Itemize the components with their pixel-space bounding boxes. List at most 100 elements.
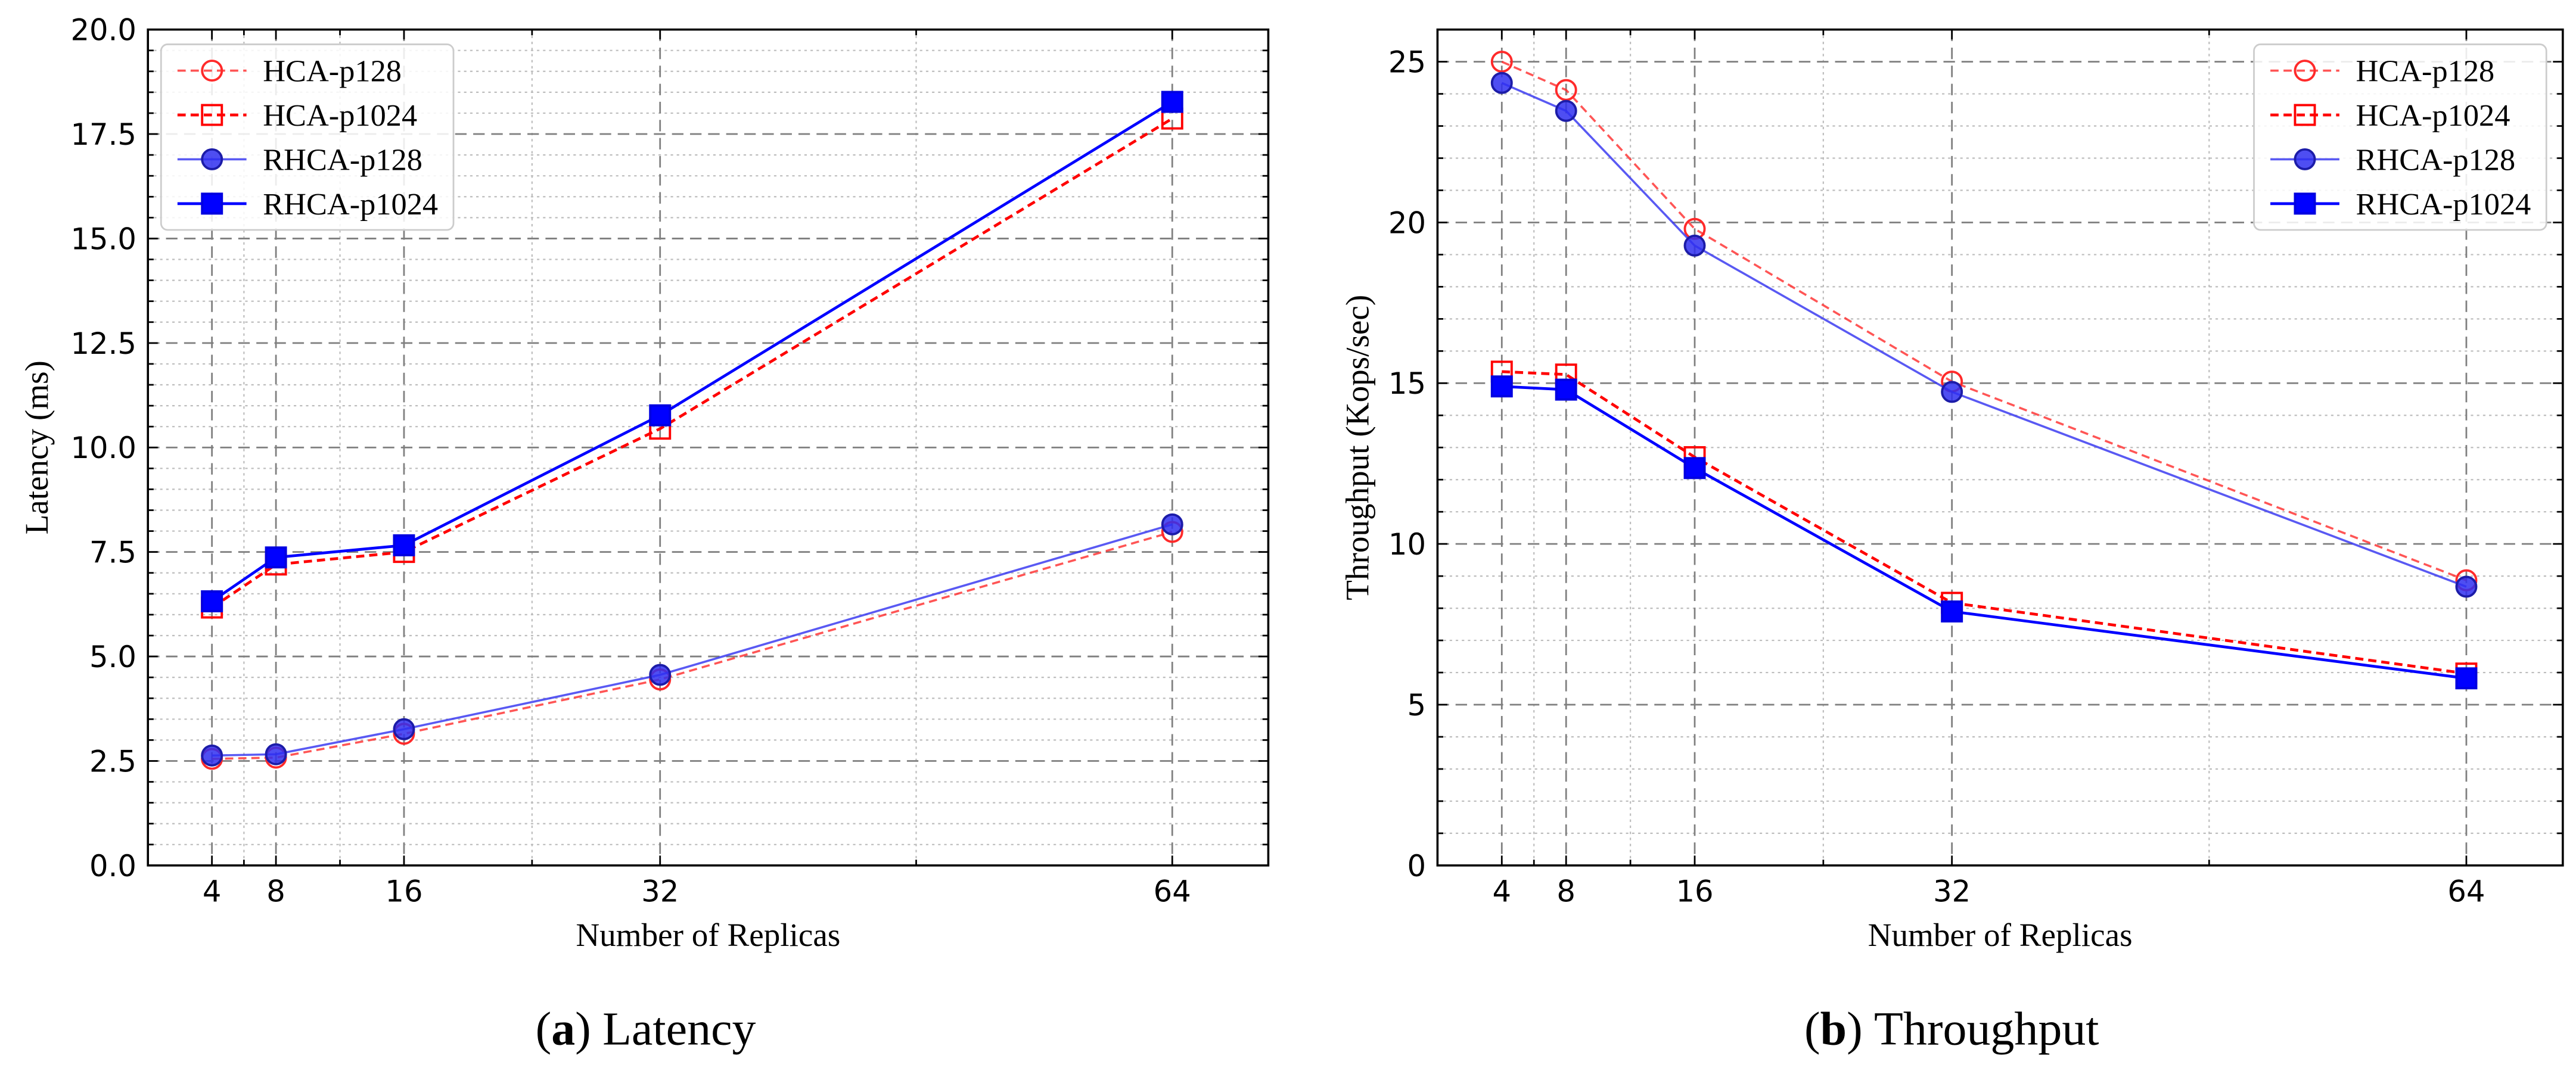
- x-tick-label: 32: [641, 874, 679, 909]
- data-point: [1490, 71, 1513, 94]
- data-point: [265, 743, 287, 765]
- data-point: [265, 546, 287, 569]
- x-tick-label: 16: [385, 874, 422, 909]
- data-point: [1490, 375, 1513, 398]
- x-axis-label: Number of Replicas: [1868, 917, 2133, 953]
- y-tick-label: 5.0: [89, 640, 136, 674]
- series-line: [211, 117, 1173, 609]
- major-gridlines: [1437, 29, 2563, 866]
- legend-marker-icon: [201, 60, 223, 82]
- y-tick-label: 5: [1407, 688, 1426, 723]
- y-tick-label: 7.5: [89, 536, 136, 570]
- y-tick-label: 12.5: [70, 326, 136, 361]
- legend-entry: RHCA-p1024: [177, 187, 438, 222]
- legend-label: RHCA-p1024: [263, 187, 438, 222]
- data-point: [1161, 513, 1183, 536]
- legend-label: RHCA-p1024: [2356, 187, 2531, 222]
- y-tick-label: 17.5: [70, 117, 136, 152]
- x-axis-label: Number of Replicas: [576, 917, 840, 953]
- x-tick-label: 32: [1933, 874, 1971, 909]
- y-axis-label: Latency (ms): [18, 360, 55, 534]
- y-tick-label: 25: [1388, 45, 1426, 80]
- data-point: [393, 534, 415, 556]
- data-point: [393, 718, 415, 740]
- caption-open-paren: (: [1804, 1003, 1820, 1055]
- legend-label: HCA-p128: [263, 54, 402, 88]
- caption-close-paren: ): [575, 1003, 591, 1055]
- x-tick-label: 64: [1154, 874, 1191, 909]
- legend-entry: RHCA-p128: [2270, 142, 2515, 177]
- series-rhca-p1024: [1490, 375, 2478, 690]
- x-tick-label: 16: [1676, 874, 1713, 909]
- data-point: [649, 664, 672, 686]
- legend-marker-icon: [2294, 60, 2316, 82]
- y-tick-label: 15: [1388, 366, 1426, 401]
- y-tick-label: 20.0: [70, 13, 136, 48]
- minor-gridlines: [148, 29, 1269, 866]
- legend: HCA-p128 HCA-p1024 RHCA-p128 RHCA-p1024: [160, 43, 455, 231]
- chart-panels: 4 8 16 32 64 0.0 2.5 5.0 7.5 10.0 12.5 15.0 17.5 20.0…: [18, 13, 2564, 953]
- y-tick-label: 20: [1388, 206, 1426, 240]
- y-tick-label: 0.0: [89, 849, 136, 883]
- data-point: [1941, 600, 1963, 622]
- y-tick-label: 0: [1407, 849, 1426, 883]
- series-group: [1490, 51, 2478, 690]
- legend-label: HCA-p1024: [2356, 98, 2510, 133]
- series-rhca-p1024: [201, 91, 1183, 612]
- legend: HCA-p128 HCA-p1024 RHCA-p128 RHCA-p1024: [2253, 43, 2547, 231]
- legend-label: HCA-p128: [2356, 54, 2494, 88]
- legend-marker-icon: [201, 192, 223, 215]
- legend-label: HCA-p1024: [263, 98, 417, 133]
- legend-marker-icon: [201, 104, 223, 126]
- data-point: [1941, 381, 1963, 403]
- series-rhca-p128: [1490, 71, 2478, 598]
- caption-label: a: [551, 1003, 575, 1055]
- y-tick-label: 15.0: [70, 222, 136, 256]
- data-point: [201, 744, 223, 767]
- caption-panel-b: (b) Throughput: [1804, 1003, 2099, 1055]
- data-point: [1683, 234, 1706, 257]
- legend-frame: [2253, 43, 2547, 231]
- series-line: [212, 531, 1173, 760]
- x-tick-label: 8: [266, 874, 285, 909]
- chart-panel-1: 4 8 16 32 64 0.0 2.5 5.0 7.5 10.0 12.5 15.0 17.5 20.0…: [18, 13, 1270, 953]
- x-tick-label: 4: [1492, 874, 1511, 909]
- data-point: [649, 404, 672, 427]
- legend-entry: HCA-p1024: [177, 98, 417, 133]
- legend-frame: [160, 43, 455, 231]
- legend-marker-icon: [2294, 148, 2316, 170]
- y-axis-label: Throughput (Kops/sec): [1340, 295, 1376, 600]
- caption-text: Latency: [602, 1003, 756, 1055]
- y-tick-label: 2.5: [89, 744, 136, 779]
- data-point: [2455, 575, 2478, 598]
- data-point: [1555, 99, 1577, 122]
- caption-close-paren: ): [1847, 1003, 1863, 1055]
- data-point: [201, 590, 223, 612]
- caption-label: b: [1820, 1003, 1847, 1055]
- caption-open-paren: (: [536, 1003, 552, 1055]
- data-point: [2455, 667, 2478, 690]
- data-point: [1683, 457, 1706, 480]
- legend-label: RHCA-p128: [263, 142, 422, 177]
- y-tick-label: 10: [1388, 527, 1426, 562]
- legend-entry: RHCA-p1024: [2270, 187, 2531, 222]
- axes-frame: [147, 28, 1270, 867]
- series-line: [1501, 60, 2467, 581]
- legend-entry: HCA-p1024: [2270, 98, 2510, 133]
- legend-entry: HCA-p128: [177, 54, 402, 88]
- data-point: [1490, 51, 1513, 73]
- x-tick-label: 4: [203, 874, 222, 909]
- caption-panel-a: (a) Latency: [536, 1003, 756, 1055]
- legend-entry: RHCA-p128: [177, 142, 422, 177]
- chart-panel-2: 4 8 16 32 64 0 5 10 15 20 25 Number of Replicas Thro…: [1340, 28, 2564, 953]
- legend-entry: HCA-p128: [2270, 54, 2494, 88]
- legend-marker-icon: [2294, 192, 2316, 215]
- series-group: [201, 91, 1183, 770]
- data-point: [1161, 91, 1183, 113]
- x-tick-label: 8: [1556, 874, 1576, 909]
- caption-text: Throughput: [1874, 1003, 2099, 1055]
- legend-marker-icon: [2294, 104, 2316, 126]
- series-rhca-p128: [201, 513, 1183, 767]
- data-point: [1555, 378, 1577, 401]
